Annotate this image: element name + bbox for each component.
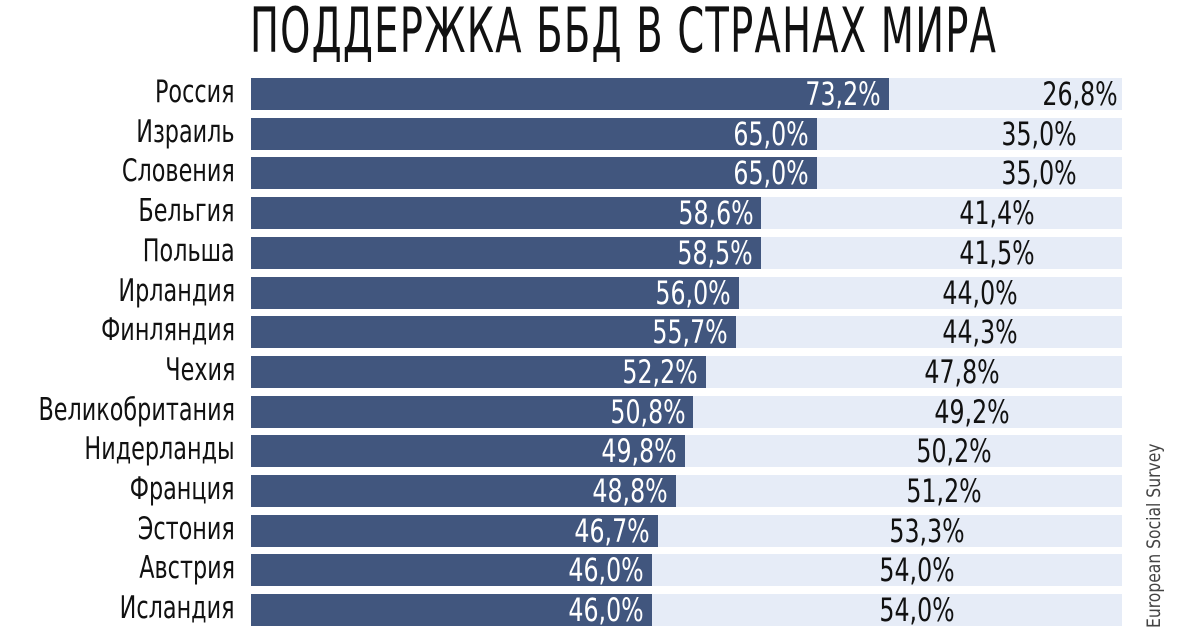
support-bar: 55,7% [251, 313, 737, 352]
oppose-value-label: 41,4% [959, 194, 1035, 233]
support-value-label: 48,8% [592, 472, 669, 510]
support-value-label: 58,6% [678, 194, 754, 233]
country-label: Эстония [137, 510, 235, 547]
country-label: Исландия [120, 590, 235, 627]
oppose-bar: 65,0% [251, 154, 1122, 193]
oppose-bar: 58,5% [251, 233, 1122, 272]
bar-row: Франция 48,8% 51,2% [0, 471, 1200, 510]
oppose-value-label: 44,3% [942, 313, 1018, 352]
bar-row: Исландия 46,0% 54,0% [0, 590, 1200, 629]
bar-row: Австрия 46,0% 54,0% [0, 550, 1200, 590]
oppose-bar: 52,2% [251, 352, 1122, 391]
bar-row: Польша 58,5% 41,5% [0, 233, 1200, 272]
oppose-bar: 50,8% [251, 392, 1122, 431]
support-value-label: 65,0% [733, 154, 810, 193]
country-label: Финляндия [101, 312, 235, 349]
oppose-bar: 56,0% [251, 273, 1122, 312]
bar-row: Израиль 65,0% 35,0% [0, 114, 1200, 153]
bar-row: Ирландия 56,0% 44,0% [0, 273, 1200, 312]
oppose-value-label: 49,2% [934, 392, 1010, 431]
country-label: Израиль [136, 113, 235, 150]
bar-row: Россия 73,2% 26,8% [0, 74, 1200, 113]
support-value-label: 46,0% [568, 551, 644, 590]
support-value-label: 46,0% [568, 591, 644, 629]
oppose-bar: 46,7% [251, 511, 1122, 550]
support-bar: 73,2% [251, 75, 889, 113]
support-bar: 46,0% [251, 551, 652, 590]
oppose-bar: 73,2% [251, 75, 1122, 113]
oppose-bar: 58,6% [251, 194, 1122, 233]
oppose-bar: 46,0% [251, 591, 1122, 629]
support-bar: 65,0% [251, 154, 818, 193]
country-label: Ирландия [118, 272, 235, 309]
support-value-label: 52,2% [622, 352, 698, 391]
oppose-value-label: 51,2% [906, 472, 982, 510]
bar-row: Финляндия 55,7% 44,3% [0, 312, 1200, 352]
country-label: Нидерланды [84, 431, 235, 468]
support-value-label: 56,0% [655, 273, 731, 312]
oppose-value-label: 47,8% [924, 352, 1000, 391]
country-label: Польша [143, 232, 235, 269]
source-text: European Social Survey [1143, 443, 1165, 628]
support-value-label: 73,2% [805, 75, 881, 113]
oppose-bar: 65,0% [251, 114, 1122, 153]
support-value-label: 65,0% [733, 114, 810, 153]
oppose-value-label: 35,0% [1001, 154, 1077, 193]
country-label: Бельгия [138, 193, 235, 230]
bar-row: Словения 65,0% 35,0% [0, 153, 1200, 193]
oppose-bar: 48,8% [251, 472, 1122, 510]
bar-row: Чехия 52,2% 47,8% [0, 352, 1200, 391]
support-bar: 48,8% [251, 472, 677, 510]
oppose-value-label: 26,8% [1042, 75, 1118, 113]
support-value-label: 50,8% [610, 392, 686, 431]
support-bar: 56,0% [251, 273, 739, 312]
support-value-label: 58,5% [677, 233, 753, 272]
support-bar: 52,2% [251, 352, 706, 391]
oppose-value-label: 41,5% [959, 233, 1035, 272]
bar-row: Нидерланды 49,8% 50,2% [0, 431, 1200, 471]
support-bar: 58,6% [251, 194, 762, 233]
oppose-value-label: 53,3% [889, 511, 965, 550]
oppose-value-label: 35,0% [1001, 114, 1077, 153]
support-bar: 50,8% [251, 392, 694, 431]
oppose-bar: 46,0% [251, 551, 1122, 590]
support-value-label: 49,8% [601, 432, 677, 471]
country-label: Австрия [139, 550, 235, 587]
country-label: Россия [155, 74, 235, 110]
support-bar: 65,0% [251, 114, 818, 153]
support-bar: 46,7% [251, 511, 658, 550]
support-value-label: 55,7% [652, 313, 729, 352]
oppose-bar: 49,8% [251, 432, 1122, 471]
support-bar: 58,5% [251, 233, 761, 272]
country-label: Франция [130, 471, 235, 507]
oppose-bar: 55,7% [251, 313, 1122, 352]
support-bar: 49,8% [251, 432, 685, 471]
oppose-value-label: 50,2% [916, 432, 992, 471]
bar-row: Великобритания 50,8% 49,2% [0, 392, 1200, 431]
country-label: Великобритания [38, 391, 235, 428]
support-bar: 46,0% [251, 591, 652, 629]
source-caption: European Social Survey [1142, 408, 1166, 628]
chart-title: ПОДДЕРЖКА ББД В СТРАНАХ МИРА [250, 0, 998, 67]
bar-row: Бельгия 58,6% 41,4% [0, 193, 1200, 233]
oppose-value-label: 54,0% [879, 551, 955, 590]
support-value-label: 46,7% [574, 511, 650, 550]
country-label: Чехия [164, 351, 235, 388]
oppose-value-label: 44,0% [942, 273, 1018, 312]
oppose-value-label: 54,0% [879, 591, 955, 629]
country-label: Словения [122, 153, 235, 190]
bar-row: Эстония 46,7% 53,3% [0, 511, 1200, 550]
